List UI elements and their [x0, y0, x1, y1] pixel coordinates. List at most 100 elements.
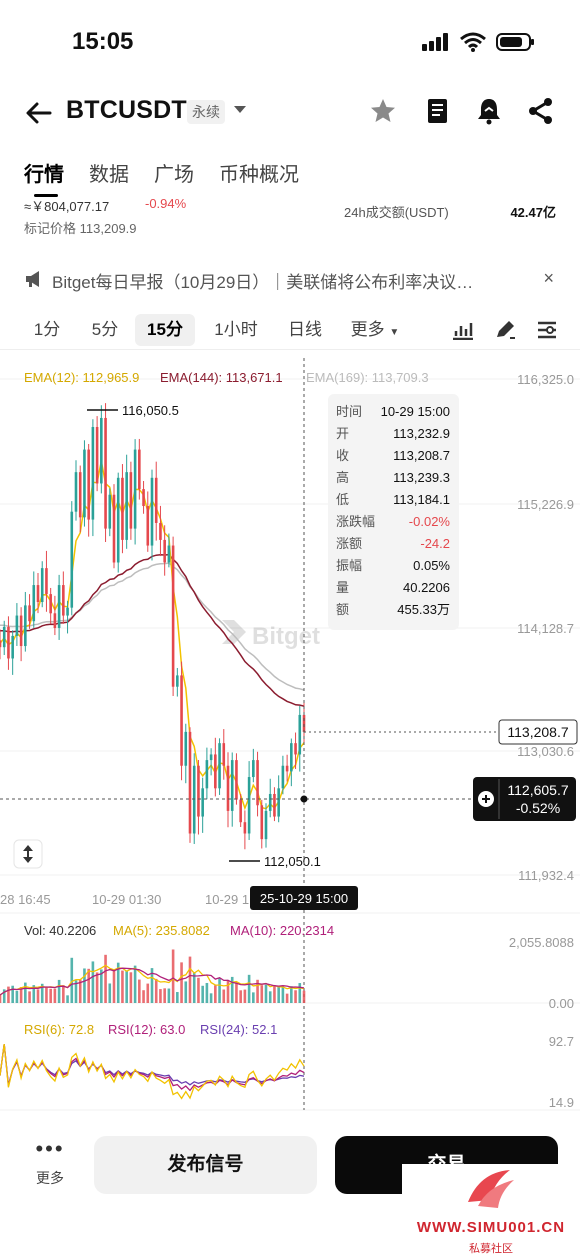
interval-5m[interactable]: 5分: [91, 320, 119, 339]
volume-bar: [66, 995, 69, 1003]
candle-body: [171, 545, 175, 687]
candle-body: [32, 585, 36, 622]
volume-bar: [192, 973, 196, 1003]
volume-bar: [40, 983, 44, 1003]
interval-1m[interactable]: 1分: [33, 320, 61, 339]
close-icon[interactable]: ×: [543, 268, 554, 288]
time-axis: 28 16:45 10-29 01:30 10-29 1: [0, 892, 249, 907]
rsi24-line: [0, 1044, 305, 1086]
publish-signal-button[interactable]: 发布信号: [94, 1136, 317, 1194]
volume-bar: [256, 979, 259, 1003]
chevron-down-icon: ▼: [389, 327, 400, 338]
candle-body: [19, 615, 23, 647]
last-price-text: 113,208.7: [507, 724, 568, 740]
tooltip-label: 低: [336, 492, 349, 507]
crosshair-time-text: 25-10-29 15:00: [260, 891, 348, 906]
interval-1h[interactable]: 1小时: [214, 320, 258, 339]
candle-body: [226, 765, 230, 811]
draw-tool-icon[interactable]: [494, 320, 516, 340]
candle-body: [230, 760, 234, 811]
candle-body: [247, 777, 251, 834]
tab-data[interactable]: 数据: [89, 164, 129, 186]
candle-body: [91, 426, 95, 520]
low-marker: 112,050.1: [229, 854, 321, 869]
volume-bar: [133, 965, 137, 1003]
volume-bar: [104, 954, 107, 1003]
rsi12-label: RSI(12): 63.0: [108, 1022, 185, 1037]
crosshair-pct-text: -0.52%: [516, 800, 560, 816]
interval-15m[interactable]: 15分: [135, 314, 195, 346]
candle-body: [277, 788, 280, 817]
price-axis: 116,325.0 115,226.9 114,128.7 113,030.6 …: [517, 372, 574, 883]
price-tick: 114,128.7: [517, 621, 574, 636]
candle-body: [154, 477, 158, 523]
more-button[interactable]: ••• 更多: [22, 1138, 78, 1200]
news-banner[interactable]: Bitget每日早报（10月29日）｜美联储将公布利率决议… ×: [0, 256, 580, 300]
volume-bar: [83, 968, 86, 1003]
rsi-axis-tick: 14.9: [549, 1095, 574, 1110]
interval-more[interactable]: 更多 ▼: [346, 314, 404, 346]
candle-body: [83, 449, 86, 518]
candle-body: [121, 477, 124, 540]
volume-bar: [281, 985, 285, 1003]
battery-icon: [496, 33, 534, 51]
volume-bar: [70, 957, 74, 1003]
candle-body: [24, 605, 27, 647]
volume-bar: [129, 972, 133, 1003]
chevron-down-icon[interactable]: [234, 106, 246, 113]
time-tick: 10-29 01:30: [92, 892, 161, 907]
candle-body: [176, 675, 179, 687]
crosshair-price-tag[interactable]: 112,605.7 -0.52%: [473, 777, 576, 821]
candle-body: [192, 765, 196, 834]
watermark-text: Bitget: [252, 623, 320, 650]
crosshair-time-tag: 25-10-29 15:00: [250, 886, 358, 910]
tooltip-label: 涨跌幅: [336, 514, 375, 529]
tab-market[interactable]: 行情: [24, 164, 64, 186]
news-text[interactable]: Bitget每日早报（10月29日）｜美联储将公布利率决议…: [52, 273, 474, 292]
volume-bar: [125, 970, 128, 1003]
tab-square[interactable]: 广场: [154, 164, 194, 186]
interval-selector: 1分 5分 15分 1小时 日线 更多 ▼: [0, 308, 580, 350]
candle-body: [7, 626, 10, 659]
candle-body: [235, 760, 238, 800]
tab-coin-overview[interactable]: 币种概况: [219, 164, 299, 186]
tooltip-value: -0.02%: [409, 514, 451, 529]
chart-style-icon[interactable]: [452, 320, 474, 340]
star-icon[interactable]: [368, 96, 398, 126]
indicator-settings-icon[interactable]: [536, 320, 558, 340]
tooltip-value: -24.2: [420, 536, 450, 551]
volume-bar: [45, 987, 48, 1003]
kline-chart[interactable]: Bitget EMA(12): 112,965.9 EMA(144): 113,…: [0, 358, 580, 1120]
volume-bar: [7, 986, 10, 1003]
share-icon[interactable]: [526, 96, 556, 126]
signal-icon: [422, 33, 448, 51]
symbol-title[interactable]: BTCUSDT: [66, 96, 187, 124]
tooltip-label: 振幅: [336, 558, 362, 573]
contract-type-tag[interactable]: 永续: [187, 100, 225, 124]
candle-body: [268, 793, 272, 811]
alert-bell-icon[interactable]: [474, 96, 504, 126]
ema12-label: EMA(12): 112,965.9: [24, 370, 139, 385]
candle-body: [2, 626, 6, 648]
candle-body: [78, 472, 82, 518]
candle-body: [125, 472, 128, 540]
notebook-icon[interactable]: [422, 96, 452, 126]
candle-body: [256, 760, 259, 806]
volume-bar: [116, 962, 120, 1003]
volume-bar: [2, 989, 6, 1003]
time-tick: 10-29 1: [205, 892, 249, 907]
volume-bar: [302, 990, 306, 1003]
candles: [0, 403, 306, 850]
volume-bar: [57, 979, 61, 1003]
candle-body: [129, 472, 133, 529]
tooltip-value: 40.2206: [403, 580, 450, 595]
volume-bar: [91, 961, 95, 1003]
vertical-resize-icon[interactable]: [13, 839, 43, 869]
vol-axis-tick: 2,055.8088: [509, 935, 574, 950]
high-marker: 116,050.5: [87, 403, 179, 418]
candle-body: [95, 426, 99, 484]
site-watermark-subtext: 私募社区: [469, 1243, 513, 1255]
interval-1d[interactable]: 日线: [288, 320, 322, 339]
back-arrow-icon[interactable]: [22, 96, 56, 130]
candle-body: [218, 743, 221, 789]
